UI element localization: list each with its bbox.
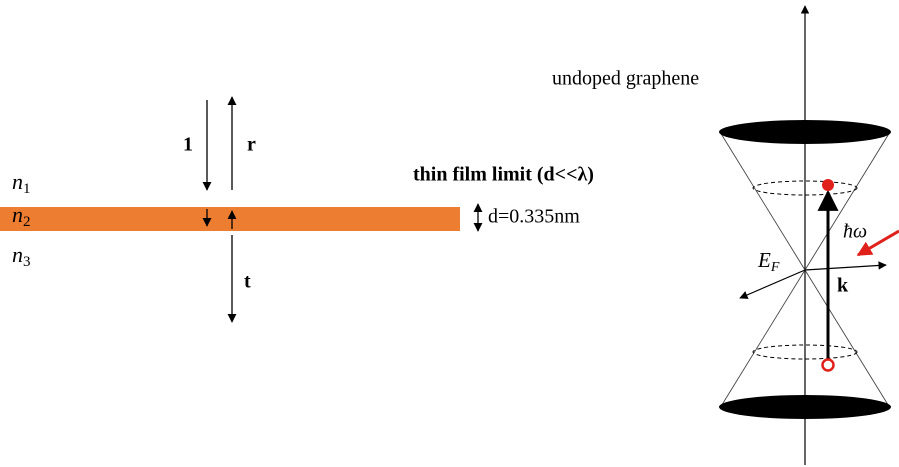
medium-label: n2: [12, 202, 31, 230]
thickness-label: d=0.335nm: [488, 206, 580, 228]
diagram: 1 r t n1 n2 n3 thin film limit (d<<λ) d=…: [0, 0, 899, 467]
cone-bottom: [719, 395, 891, 419]
electron: [822, 179, 834, 191]
hole: [823, 360, 834, 371]
photon-label: ħω: [843, 221, 867, 243]
fermi-label: EF: [757, 248, 780, 275]
cone-top: [719, 120, 891, 144]
transmitted-label: t: [244, 271, 251, 293]
film-layer: [0, 207, 460, 231]
reflected-label: r: [247, 134, 256, 156]
k-axis: [805, 265, 886, 270]
limit-label: thin film limit (d<<λ): [413, 164, 594, 186]
incident-label: 1: [183, 134, 193, 156]
medium-label: n1: [12, 169, 31, 197]
momentum-label: k: [837, 275, 849, 297]
graphene-title: undoped graphene: [552, 68, 699, 90]
medium-label: n3: [12, 242, 31, 270]
